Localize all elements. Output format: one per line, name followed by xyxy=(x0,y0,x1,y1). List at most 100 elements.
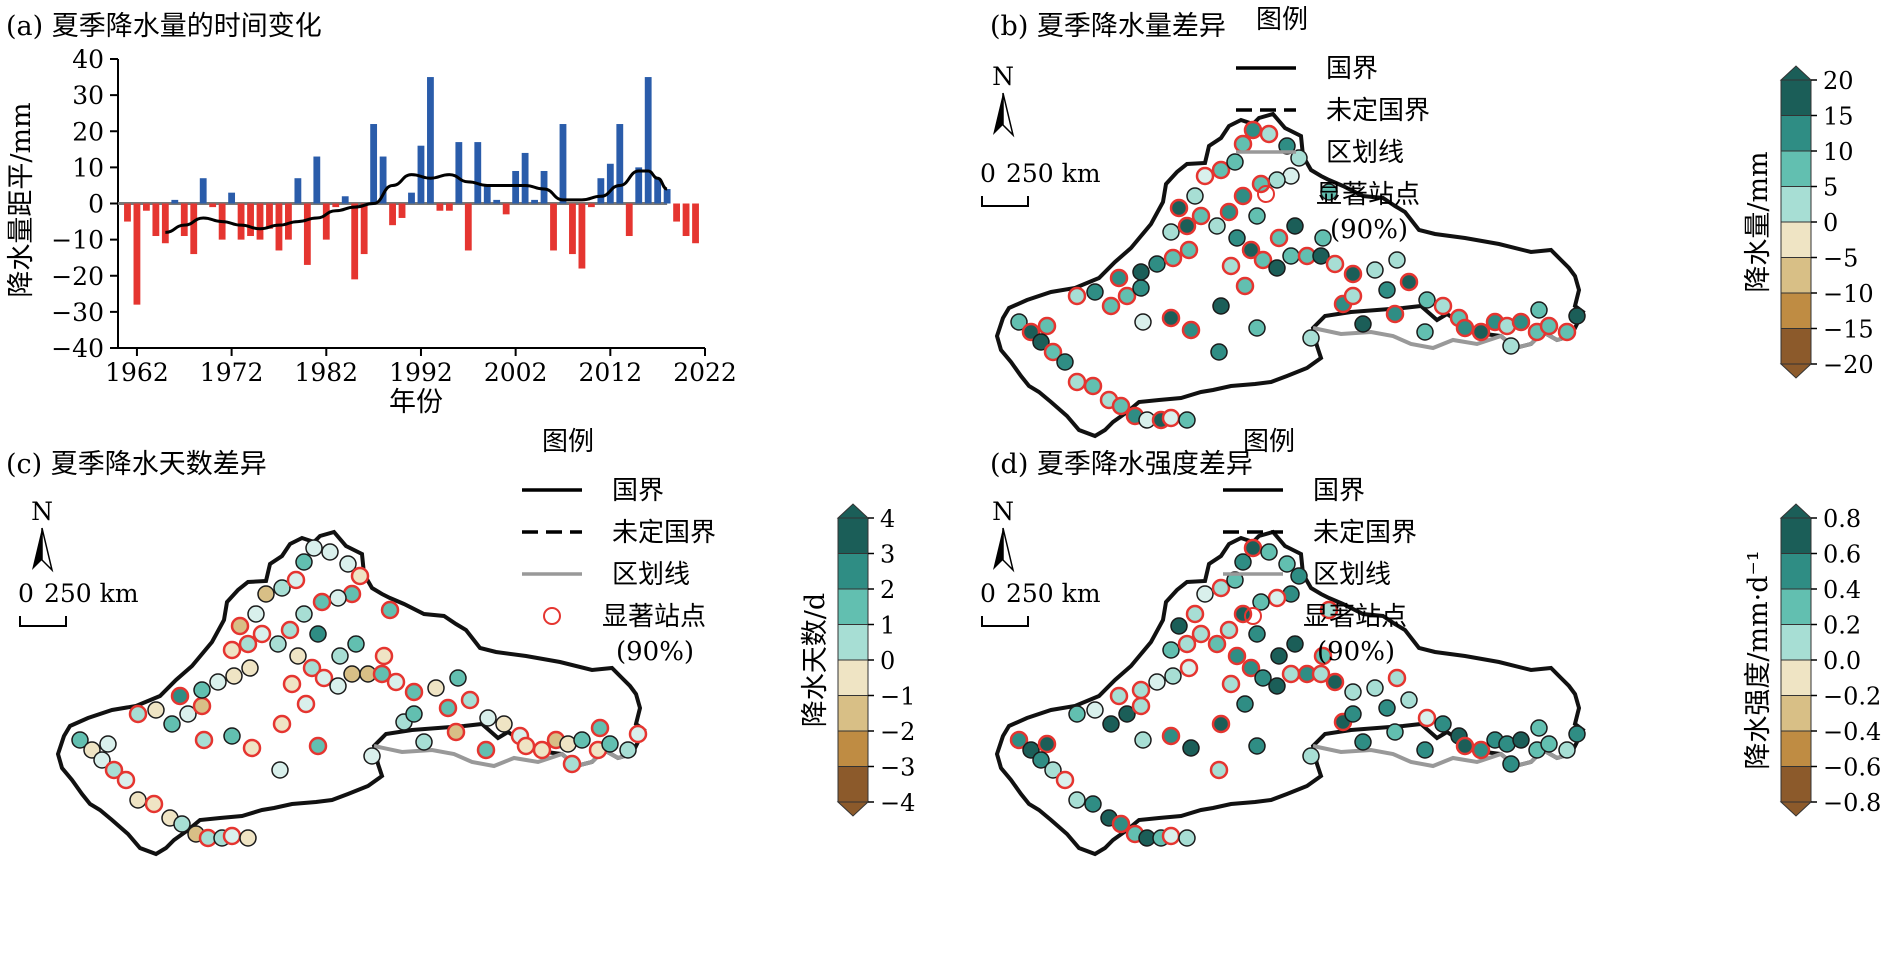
colorbar-segment xyxy=(837,659,869,696)
station-marker xyxy=(495,715,513,733)
station-marker xyxy=(1502,755,1520,773)
station-marker xyxy=(1177,634,1197,654)
colorbar-tick-label: −1 xyxy=(880,683,915,711)
smoothed-line xyxy=(165,169,668,234)
station-marker xyxy=(573,731,591,749)
station-marker xyxy=(1195,166,1215,186)
station-marker xyxy=(449,669,467,687)
bar-2005 xyxy=(540,170,548,204)
station-marker xyxy=(1037,316,1057,336)
bar-2015 xyxy=(635,167,643,204)
bar-1966 xyxy=(171,199,179,204)
station-marker xyxy=(1235,276,1255,296)
panel-a-chart: (a) 夏季降水量的时间变化 降水量距平/mm 年份 −40 −30 −20 −10 0… xyxy=(6,11,737,418)
bar-2021 xyxy=(692,203,699,244)
x-tick-label: 1992 xyxy=(389,358,453,387)
station-marker xyxy=(1302,747,1320,765)
x-tick-label: 2022 xyxy=(673,358,737,387)
station-marker xyxy=(1101,296,1121,316)
colorbar-segment xyxy=(837,624,869,661)
station-marker xyxy=(1455,736,1475,756)
scale-bar: 0 250 km xyxy=(980,159,1101,207)
bar-2016 xyxy=(644,77,652,204)
station-marker xyxy=(116,770,136,790)
station-marker xyxy=(128,704,148,724)
station-marker xyxy=(1248,625,1266,643)
colorbar-segment xyxy=(1780,517,1812,554)
station-marker xyxy=(1032,333,1050,351)
station-marker xyxy=(282,674,302,694)
scale-label: 250 km xyxy=(1006,159,1101,188)
colorbar-bottom-arrow xyxy=(836,801,870,817)
station-marker xyxy=(1557,322,1577,342)
station-marker xyxy=(476,740,496,760)
station-marker xyxy=(242,738,262,758)
bar-2014 xyxy=(625,203,633,237)
station-marker xyxy=(1378,281,1396,299)
station-marker xyxy=(1248,319,1266,337)
bar-1974 xyxy=(247,203,254,237)
colorbar-tick-label: −3 xyxy=(880,754,915,782)
north-arrow-icon: N xyxy=(992,497,1015,573)
smooth-curve xyxy=(165,169,668,234)
station-marker xyxy=(1179,240,1199,260)
station-marker xyxy=(1032,751,1050,769)
colorbar-tick-label: 15 xyxy=(1823,103,1854,131)
colorbar-label: 降水量/mm xyxy=(1743,151,1774,292)
x-tick-label: 1982 xyxy=(294,358,358,387)
bar-1969 xyxy=(199,178,207,204)
station-marker xyxy=(1241,658,1261,678)
bar-1997 xyxy=(464,203,472,251)
colorbar-segment xyxy=(1780,695,1812,732)
colorbar: 0.8 0.6 0.4 0.2 0.0 −0.2 −0.4 −0.6 −0.8 降水强度/mm·d… xyxy=(1743,503,1881,817)
station-marker xyxy=(1207,634,1227,654)
colorbar-bottom-arrow xyxy=(1779,801,1813,817)
station-marker xyxy=(562,754,582,774)
station-marker xyxy=(1290,567,1308,585)
station-marker xyxy=(1281,664,1301,684)
legend-item: 未定国界 xyxy=(1313,518,1417,548)
bar-1995 xyxy=(445,203,453,211)
station-marker xyxy=(1286,217,1304,235)
bar-1979 xyxy=(294,178,302,204)
station-marker xyxy=(363,747,381,765)
colorbar-tick-label: 4 xyxy=(880,505,895,533)
station-marker xyxy=(1178,411,1196,429)
station-marker xyxy=(1325,254,1345,274)
colorbar-segment xyxy=(1780,730,1812,767)
station-marker xyxy=(1067,286,1087,306)
bar-1996 xyxy=(455,142,463,204)
colorbar-tick-label: 1 xyxy=(880,612,895,640)
station-marker xyxy=(1385,304,1405,324)
bar-1973 xyxy=(237,203,245,240)
station-marker xyxy=(1236,695,1254,713)
bar-2006 xyxy=(550,203,557,251)
scale-line xyxy=(981,196,1029,207)
station-marker xyxy=(446,722,466,742)
station-marker xyxy=(1325,672,1345,692)
station-marker xyxy=(1109,268,1129,288)
colorbar-tick-label: 5 xyxy=(1823,174,1838,202)
bar-1965 xyxy=(161,203,169,244)
station-marker xyxy=(1319,600,1339,620)
bar-2002 xyxy=(512,170,520,204)
station-marker xyxy=(286,570,306,590)
station-marker xyxy=(1455,318,1475,338)
station-marker xyxy=(1278,137,1296,155)
station-marker xyxy=(1221,674,1241,694)
station-marker xyxy=(252,624,272,644)
station-marker xyxy=(1233,134,1253,154)
station-marker xyxy=(1313,646,1333,666)
colorbar: 20 15 10 5 0 −5 −10 −15 −20 降水量/mm xyxy=(1743,65,1874,379)
bar-1992 xyxy=(417,145,425,204)
station-marker xyxy=(163,715,181,733)
station-marker xyxy=(1471,740,1491,760)
x-tick-label: 2002 xyxy=(484,358,548,387)
station-marker xyxy=(104,760,124,780)
station-marker xyxy=(1164,667,1182,685)
station-marker xyxy=(1568,725,1586,743)
bar-1964 xyxy=(152,203,160,237)
bar-2017 xyxy=(654,178,662,204)
